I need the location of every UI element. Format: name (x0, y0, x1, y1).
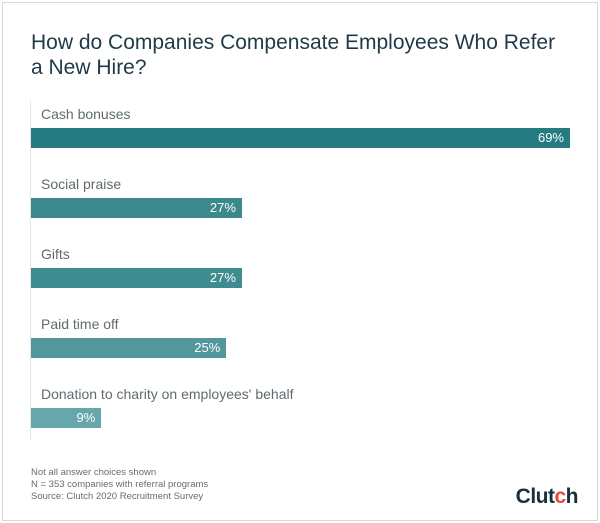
bar: 25% (31, 338, 227, 358)
category-label: Donation to charity on employees' behalf (41, 386, 294, 402)
category-label: Social praise (41, 176, 122, 192)
data-label: 69% (537, 130, 564, 145)
bar: 9% (31, 408, 102, 428)
category-label: Cash bonuses (41, 106, 131, 122)
data-label: 27% (209, 270, 236, 285)
bar: 69% (31, 128, 570, 148)
category-label: Gifts (41, 246, 70, 262)
bar: 27% (31, 268, 242, 288)
footnote: Not all answer choices shown (31, 467, 157, 478)
chart-title: How do Companies Compensate Employees Wh… (31, 31, 556, 79)
footnote: N = 353 companies with referral programs (31, 479, 209, 490)
footnotes: Not all answer choices shown N = 353 com… (31, 467, 208, 503)
data-label: 27% (209, 200, 236, 215)
y-axis-line (30, 100, 31, 440)
bar: 27% (31, 198, 242, 218)
category-label: Paid time off (41, 316, 119, 332)
clutch-logo: Clutch (515, 485, 579, 508)
data-label: 9% (76, 410, 96, 425)
footnote: Source: Clutch 2020 Recruitment Survey (31, 491, 204, 502)
data-label: 25% (194, 340, 221, 355)
